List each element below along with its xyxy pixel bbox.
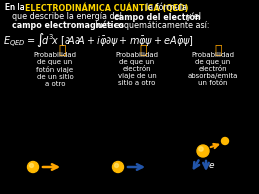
Text: ⏟: ⏟ bbox=[139, 44, 147, 57]
Circle shape bbox=[30, 164, 33, 167]
Text: que describe la energía del: que describe la energía del bbox=[12, 12, 124, 21]
Text: campo electromagnético: campo electromagnético bbox=[12, 21, 124, 30]
Circle shape bbox=[112, 161, 124, 172]
Text: y el: y el bbox=[184, 12, 201, 21]
Text: ELECTRODINÁMICA CUÁNTICA (QED): ELECTRODINÁMICA CUÁNTICA (QED) bbox=[25, 3, 189, 12]
Text: En la: En la bbox=[5, 3, 27, 12]
Text: , la fórmula: , la fórmula bbox=[141, 3, 187, 12]
Text: $\mathit{E}_{QED} = \int\! d^3\!x\;\left[\partial\!A\partial\!A + i\bar{\varphi}: $\mathit{E}_{QED} = \int\! d^3\!x\;\left… bbox=[3, 31, 194, 49]
Text: ⏟: ⏟ bbox=[214, 44, 222, 57]
Circle shape bbox=[114, 164, 119, 167]
Text: $e$: $e$ bbox=[208, 160, 215, 170]
Text: Probabilidad
de que un
electrón
absorba/emita
un fotón: Probabilidad de que un electrón absorba/… bbox=[188, 52, 238, 86]
Text: Probabilidad
de que un
electrón
viaje de un
sitio a otro: Probabilidad de que un electrón viaje de… bbox=[116, 52, 159, 86]
Circle shape bbox=[197, 145, 209, 157]
Text: campo del electrón: campo del electrón bbox=[114, 12, 201, 22]
Circle shape bbox=[199, 147, 203, 151]
Text: Probabilidad
de que un
fotón viaje
de un sitio
a otro: Probabilidad de que un fotón viaje de un… bbox=[33, 52, 76, 87]
Text: En la: En la bbox=[5, 3, 27, 12]
Circle shape bbox=[221, 138, 228, 145]
Circle shape bbox=[27, 161, 39, 172]
Text: luce esquemáticamente así:: luce esquemáticamente así: bbox=[93, 21, 210, 30]
Text: ⏟: ⏟ bbox=[58, 44, 66, 57]
